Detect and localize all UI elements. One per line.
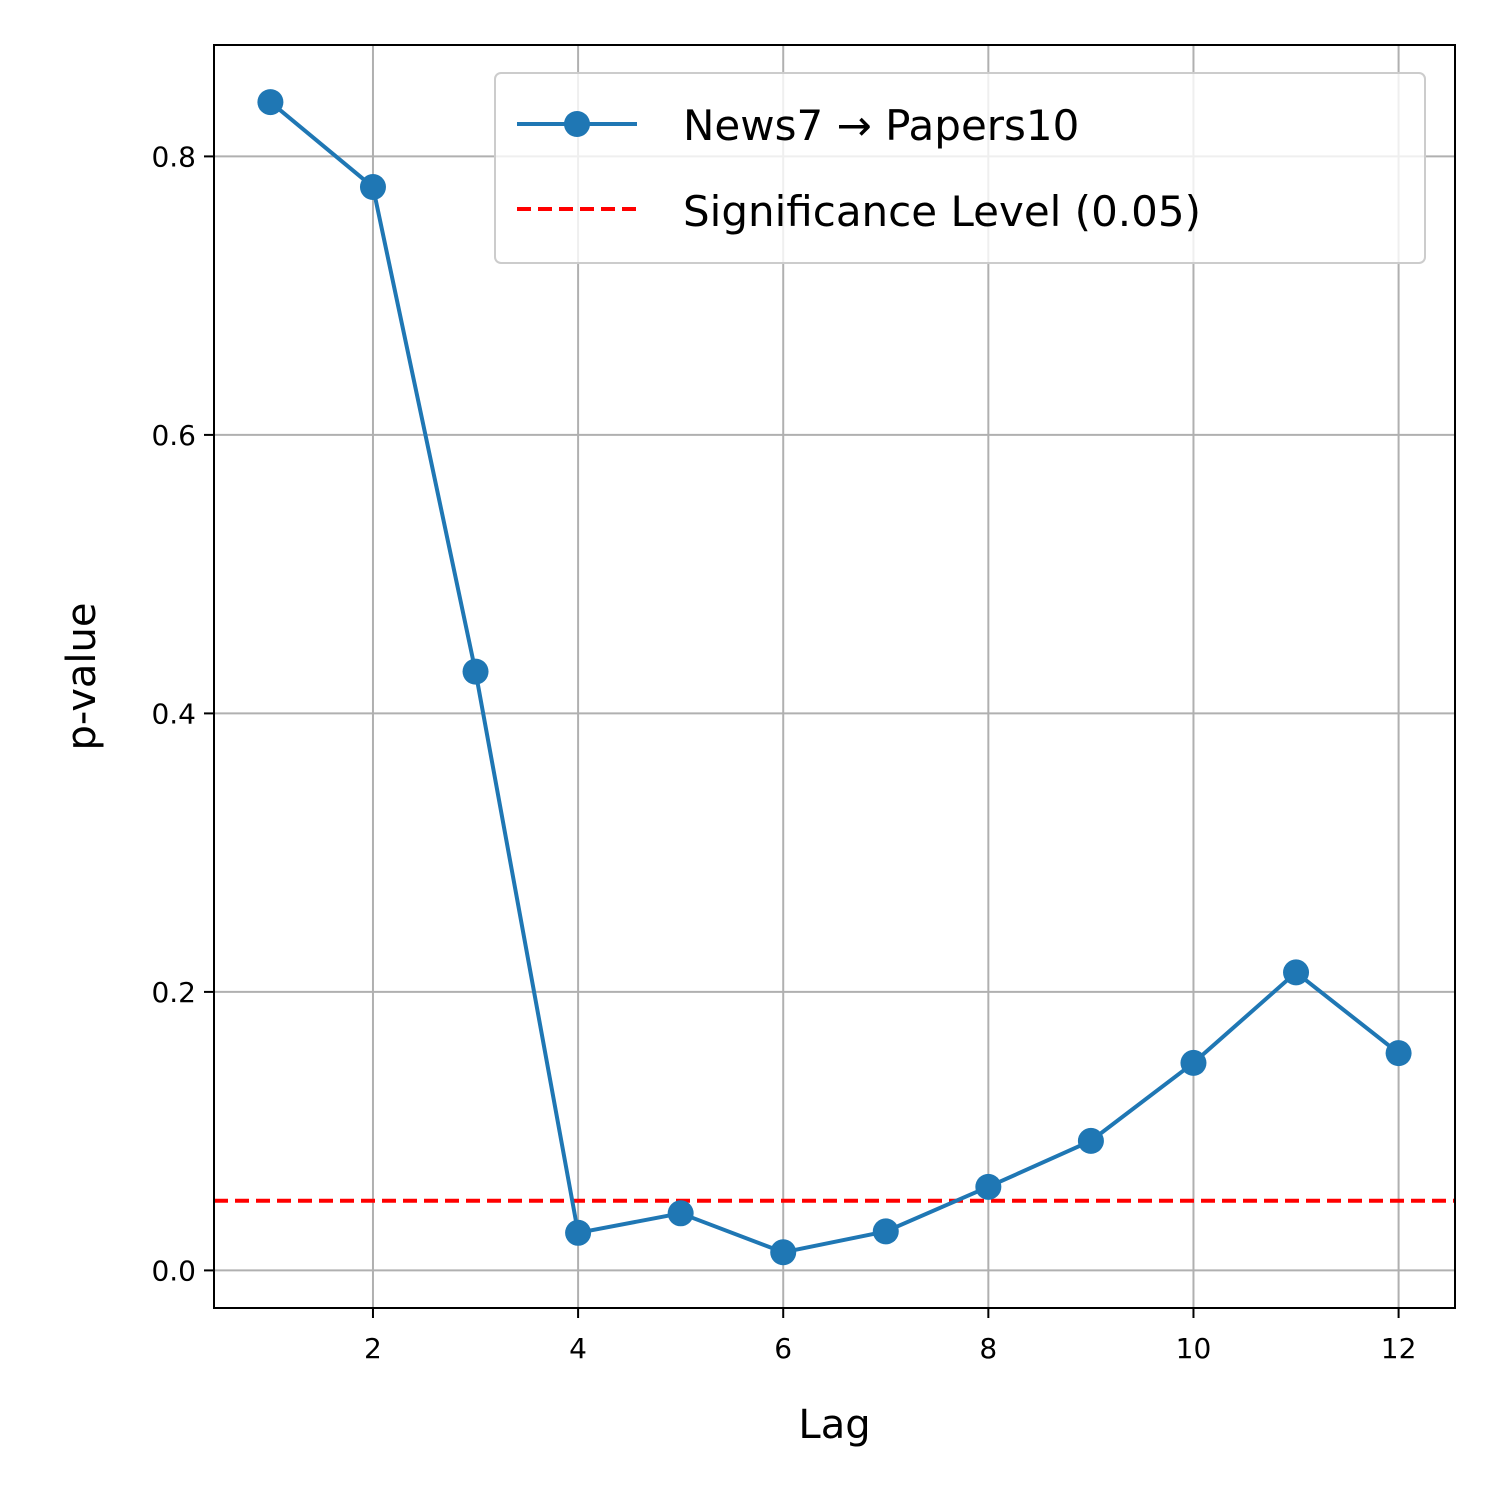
data-point xyxy=(667,1200,694,1227)
x-tick-label: 6 xyxy=(774,1332,792,1365)
x-tick-label: 8 xyxy=(979,1332,997,1365)
data-point xyxy=(1077,1127,1104,1154)
y-tick-label: 0.8 xyxy=(151,140,196,173)
data-point xyxy=(1180,1049,1207,1076)
x-tick-label: 2 xyxy=(364,1332,382,1365)
legend: News7 → Papers10 Significance Level (0.0… xyxy=(494,72,1426,264)
data-point xyxy=(1385,1040,1412,1067)
x-axis: 2 4 6 8 10 12 xyxy=(364,1308,1416,1365)
y-axis: 0.0 0.2 0.4 0.6 0.8 xyxy=(151,140,214,1287)
data-point xyxy=(975,1173,1002,1200)
data-point xyxy=(462,658,489,685)
data-point xyxy=(770,1239,797,1266)
data-point xyxy=(565,1219,592,1246)
data-point xyxy=(257,89,284,116)
data-point xyxy=(1283,959,1310,986)
series-layer xyxy=(257,89,1412,1266)
y-tick-label: 0.2 xyxy=(151,976,196,1009)
y-tick-label: 0.6 xyxy=(151,419,196,452)
legend-series-marker xyxy=(564,111,590,137)
legend-reference-label: Significance Level (0.05) xyxy=(683,187,1201,236)
legend-series-label: News7 → Papers10 xyxy=(683,101,1079,150)
x-tick-label: 4 xyxy=(569,1332,587,1365)
plot-frame xyxy=(213,44,1456,1309)
legend-box xyxy=(494,72,1426,264)
series-line xyxy=(269,100,1400,1255)
data-point xyxy=(872,1218,899,1245)
data-point xyxy=(359,174,386,201)
y-tick-label: 0.0 xyxy=(151,1254,196,1287)
y-tick-label: 0.4 xyxy=(151,697,196,730)
x-tick-label: 12 xyxy=(1381,1332,1417,1365)
y-axis-label: p-value xyxy=(59,602,105,750)
x-axis-label: Lag xyxy=(798,1402,870,1448)
x-tick-label: 10 xyxy=(1176,1332,1212,1365)
